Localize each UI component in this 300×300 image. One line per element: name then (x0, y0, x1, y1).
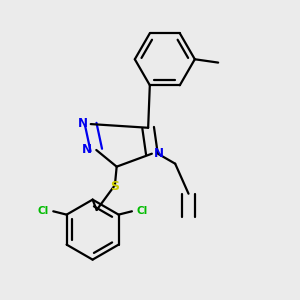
Text: N: N (77, 117, 87, 130)
Text: N: N (154, 146, 164, 160)
Text: N: N (82, 143, 92, 156)
Text: Cl: Cl (136, 206, 148, 216)
Text: S: S (110, 179, 119, 193)
Text: Cl: Cl (38, 206, 49, 216)
